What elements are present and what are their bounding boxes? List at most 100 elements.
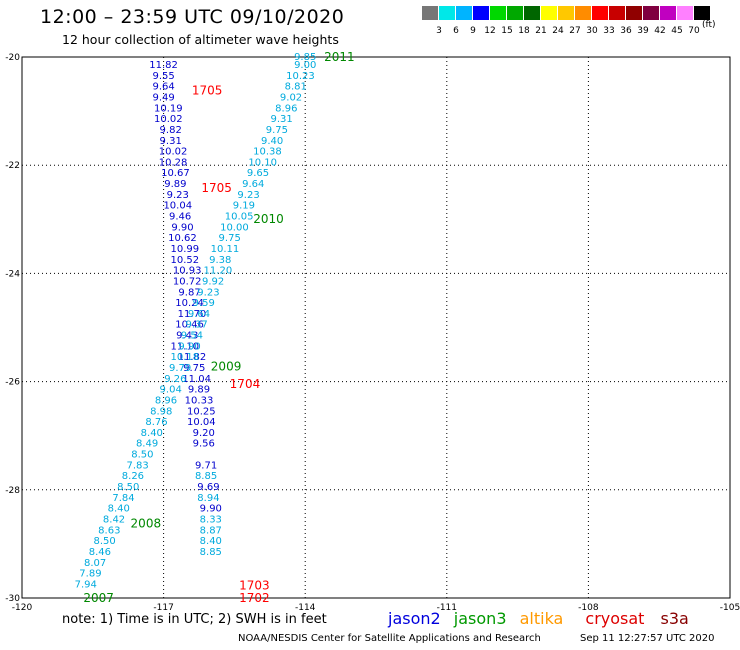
data-point-label: 9.04 [160,385,182,396]
data-point-label: 9.31 [160,136,182,147]
color-swatch [507,6,523,20]
color-scale-label: 21 [535,26,547,36]
data-point-label: 8.85 [195,471,217,482]
color-swatch [456,6,472,20]
data-point-label: 10.25 [187,406,216,417]
color-scale-label: 36 [620,26,632,36]
data-point-label: 10.23 [286,71,315,82]
data-point-label: 9.00 [294,60,316,71]
legend-item-altika: altika [519,609,564,628]
data-point-label: 9.75 [183,363,205,374]
y-tick-label: -22 [5,161,20,171]
data-point-label: 9.38 [209,255,231,266]
data-point-label: 10.05 [225,212,254,223]
data-point-label: 8.50 [93,536,115,547]
note-text: note: 1) Time is in UTC; 2) SWH is in fe… [62,612,327,627]
track-label: 1705 [201,181,232,195]
color-swatch [694,6,710,20]
data-point-label: 10.18 [171,352,200,363]
data-point-label: 8.46 [89,547,111,558]
color-scale-label: 42 [654,26,666,36]
data-point-label: 9.43 [176,331,198,342]
data-point-label: 7.83 [127,460,149,471]
color-scale-label: 6 [453,26,459,36]
data-point-label: 9.89 [164,179,186,190]
footer-timestamp: Sep 11 12:27:57 UTC 2020 [580,633,715,644]
data-point-label: 8.40 [200,536,222,547]
color-scale-label: 24 [552,26,564,36]
color-swatch [643,6,659,20]
track-label: 2008 [131,516,162,530]
color-scale-label: 39 [637,26,649,36]
track-label: 1703 [239,578,270,592]
data-point-label: 9.75 [219,233,241,244]
data-point-label: 9.85 [294,52,316,63]
data-point-label: 8.50 [117,482,139,493]
data-point-label: 9.59 [193,298,215,309]
data-point-label: 8.40 [141,428,163,439]
data-point-label: 9.90 [178,341,200,352]
data-point-label: 9.69 [197,482,219,493]
data-point-label: 9.90 [200,504,222,515]
data-point-label: 9.64 [242,179,264,190]
data-point-label: 9.92 [202,276,224,287]
footer-org: NOAA/NESDIS Center for Satellite Applica… [238,633,541,644]
legend-item-jason2: jason2 [388,609,441,628]
data-point-label: 10.04 [187,417,216,428]
data-point-label: 8.76 [145,417,167,428]
chart-subtitle: 12 hour collection of altimeter wave hei… [62,32,339,47]
chart-title: 12:00 – 23:59 UTC 09/10/2020 [40,6,345,28]
data-point-label: 7.89 [79,569,101,580]
data-point-label: 9.56 [193,439,215,450]
color-swatch [558,6,574,20]
color-swatch [473,6,489,20]
data-point-label: 9.82 [160,125,182,136]
data-point-label: 10.11 [211,244,240,255]
data-point-label: 8.96 [155,395,177,406]
data-point-label: 8.96 [275,103,297,114]
track-label: 2009 [211,359,242,373]
color-scale-label: 70 [688,26,700,36]
data-point-label: 10.33 [185,395,214,406]
data-point-label: 10.52 [171,255,200,266]
color-swatch [609,6,625,20]
plot-frame [21,56,731,599]
data-point-label: 9.37 [186,320,208,331]
data-point-label: 9.71 [195,460,217,471]
color-scale-label: 45 [671,26,683,36]
data-point-label: 9.64 [188,309,210,320]
track-label: 1702 [239,591,270,605]
data-point-label: 8.85 [200,547,222,558]
data-point-label: 10.99 [171,244,200,255]
track-label: 1704 [230,377,261,391]
data-point-label: 8.81 [285,82,307,93]
data-point-label: 10.02 [154,114,183,125]
track-label: 2010 [253,212,284,226]
data-point-label: 10.46 [175,320,204,331]
data-point-label: 9.46 [169,212,191,223]
y-tick-label: -26 [5,378,20,388]
color-scale-label: 33 [603,26,615,36]
color-swatch [524,6,540,20]
color-scale-label: 9 [470,26,476,36]
data-point-label: 9.40 [261,136,283,147]
data-point-label: 10.24 [175,298,204,309]
data-point-label: 7.84 [112,493,134,504]
data-point-label: 9.26 [164,374,186,385]
data-point-label: 10.10 [248,157,277,168]
x-tick-label: -111 [437,603,457,613]
data-point-label: 9.55 [152,71,174,82]
data-point-label: 8.49 [136,439,158,450]
color-scale-label: 18 [518,26,530,36]
color-swatch [439,6,455,20]
data-point-label: 11.10 [171,341,200,352]
data-point-label: 11.04 [182,374,211,385]
track-label: 2011 [324,50,355,64]
track-label: 1705 [192,83,223,97]
track-label: 2007 [83,591,114,605]
data-point-label: 8.50 [131,450,153,461]
color-scale-label: 30 [586,26,598,36]
data-point-label: 10.00 [220,222,249,233]
y-tick-label: -30 [5,594,20,604]
